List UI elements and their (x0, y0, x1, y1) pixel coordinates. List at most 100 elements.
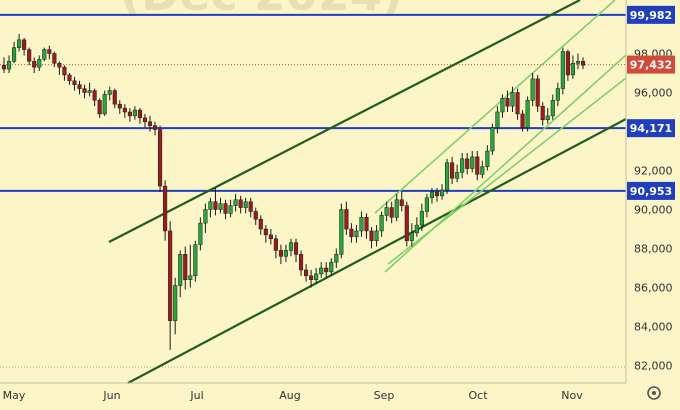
candle (17, 34, 22, 52)
candle (248, 197, 253, 218)
candle (314, 268, 319, 284)
candle (354, 225, 359, 243)
candle-body (17, 39, 22, 48)
candle (550, 94, 555, 120)
candle-body (132, 109, 137, 117)
candle (258, 215, 263, 235)
candle (42, 47, 47, 62)
candle-body (545, 115, 550, 121)
candle-body (445, 162, 450, 191)
candle (530, 73, 535, 107)
candle (188, 244, 193, 288)
candle (283, 244, 288, 263)
candle (545, 108, 550, 124)
level-badge-label: 90,953 (630, 185, 672, 198)
candle-body (550, 100, 555, 117)
candle-body (434, 191, 440, 197)
candle-body (293, 242, 299, 255)
candle (329, 258, 334, 276)
candle-body (288, 242, 294, 251)
candle (399, 191, 404, 212)
candle-body (470, 156, 475, 169)
level-badge: 90,953 (627, 181, 675, 200)
candle-body (87, 90, 92, 93)
candle-body (329, 261, 334, 273)
candle-body (12, 47, 17, 62)
candle-body (168, 230, 173, 321)
candle-body (228, 205, 233, 214)
candle (575, 53, 581, 70)
candle-body (32, 61, 37, 68)
candle-body (580, 61, 586, 66)
candle-body (127, 111, 132, 117)
candle (147, 115, 153, 132)
candle-body (439, 189, 445, 197)
current-price-badge: 97,432 (627, 55, 675, 74)
candle (409, 223, 414, 247)
candle-body (67, 74, 72, 82)
candle-body (525, 100, 530, 128)
candle (480, 160, 485, 179)
candle (243, 197, 248, 214)
candle (288, 238, 294, 257)
candle-body (309, 275, 314, 280)
candle (32, 57, 37, 73)
candle (193, 240, 198, 282)
candle-body (379, 215, 384, 232)
candle-body (540, 105, 545, 121)
candle-body (163, 185, 168, 232)
x-tick-label: Aug (279, 389, 300, 402)
candle-body (374, 230, 379, 241)
candle (22, 37, 27, 56)
candle-body (429, 191, 435, 199)
candle (510, 86, 515, 112)
candle-body (404, 205, 409, 241)
candlestick-series (1, 34, 586, 350)
candle (152, 121, 158, 136)
candle (389, 201, 394, 224)
candle (560, 47, 565, 95)
candle-body (535, 78, 540, 107)
candle-body (485, 150, 490, 167)
candle (555, 82, 560, 107)
candle-body (304, 269, 309, 277)
candle-body (565, 51, 570, 76)
candle-body (42, 49, 47, 60)
y-tick-label: 90,000 (634, 204, 673, 217)
candle (142, 113, 148, 128)
candle (364, 213, 369, 239)
candle-body (364, 217, 369, 232)
level-badge-label: 99,982 (630, 9, 672, 22)
candle (439, 184, 445, 200)
level-badge-box (627, 181, 675, 200)
candle-body (258, 219, 263, 230)
x-tick-label: Sep (374, 389, 395, 402)
candle (233, 193, 238, 212)
candle-body (349, 228, 354, 238)
candle (299, 250, 304, 276)
candle (173, 277, 178, 335)
candle-body (575, 61, 581, 64)
candle-body (278, 250, 283, 257)
candle-body (334, 254, 339, 263)
candle (223, 199, 228, 220)
channel-line-light (384, 54, 627, 273)
candle-body (455, 172, 460, 179)
candle (52, 51, 57, 68)
candle (12, 41, 17, 64)
candle-body (339, 209, 344, 255)
candle (500, 94, 505, 118)
candle-body (243, 201, 248, 208)
current-price-badge-box (627, 55, 675, 74)
candle-body (424, 197, 429, 212)
candle-body (460, 158, 465, 173)
candle-body (414, 224, 419, 234)
y-tick-label: 82,000 (634, 360, 673, 373)
candle-body (47, 49, 52, 54)
candle (228, 199, 233, 218)
candle (183, 246, 188, 290)
settings-gear-icon[interactable] (647, 386, 661, 400)
candle (495, 106, 500, 134)
candle-body (465, 158, 470, 169)
candle-body (450, 162, 455, 179)
